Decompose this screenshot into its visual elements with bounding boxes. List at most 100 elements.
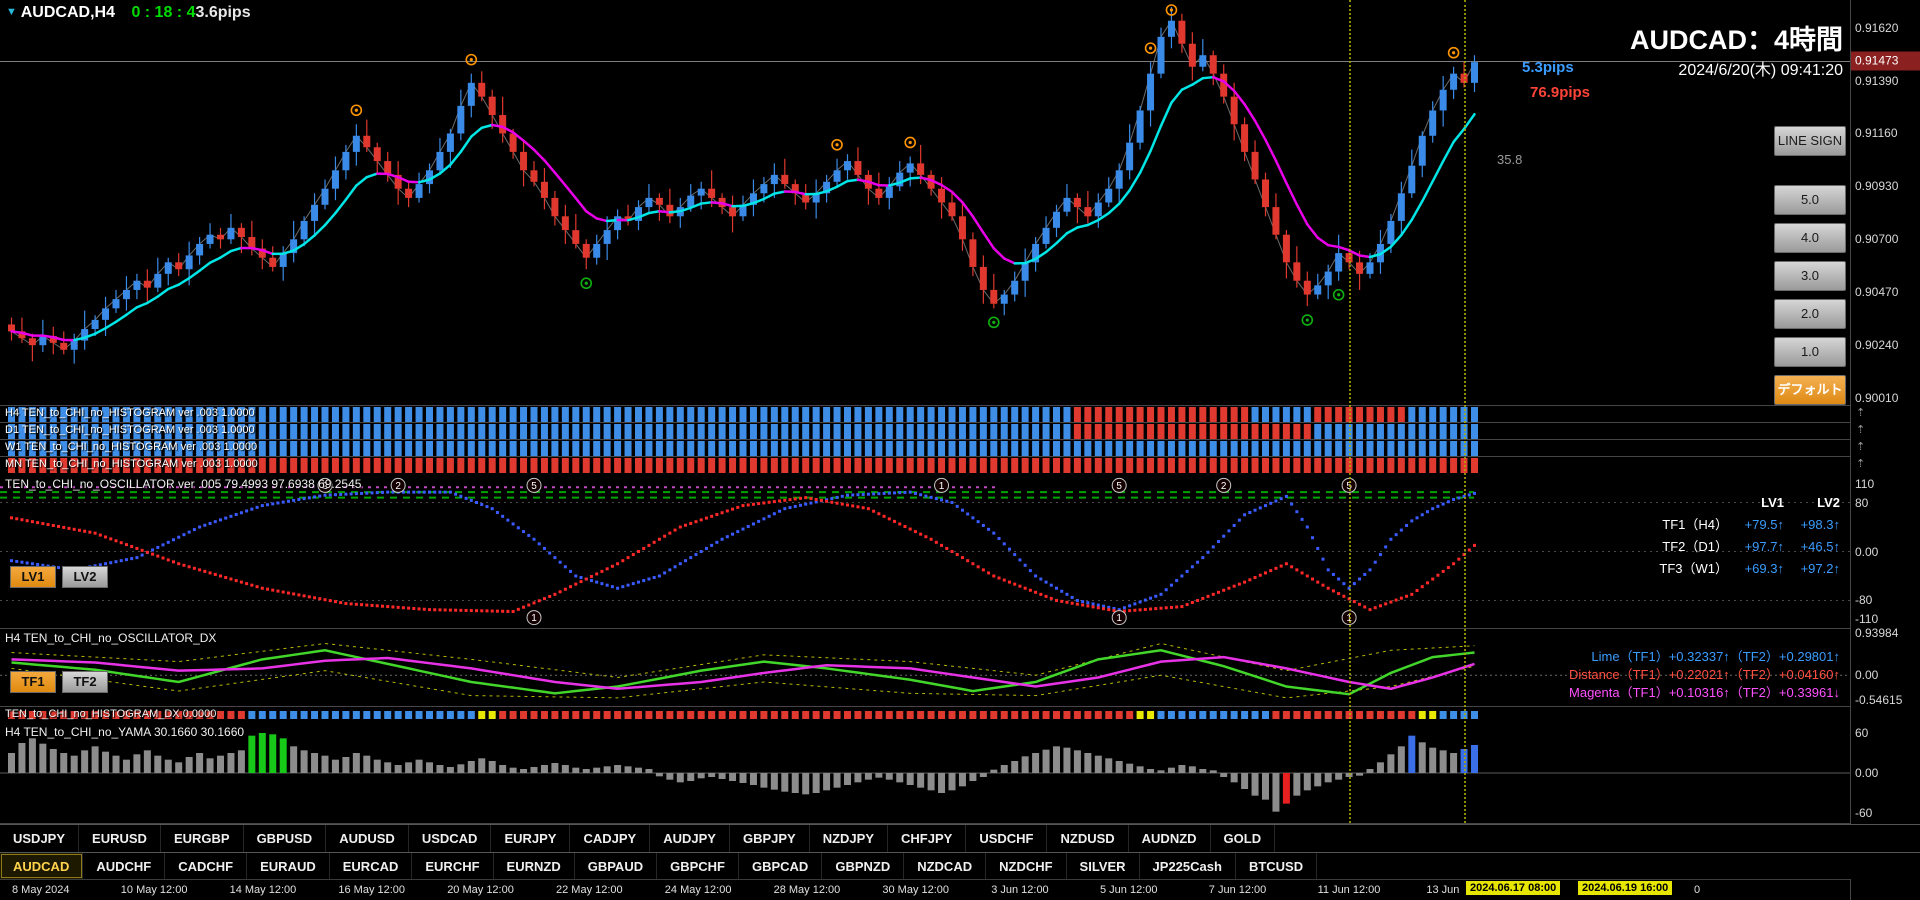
oscillator-axis-label: -110: [1855, 611, 1879, 626]
wave-count-marker: 2: [317, 477, 333, 493]
dx-info: Lime（TF1）+0.32337↑（TF2）+0.29801↑ Distance…: [1569, 648, 1840, 702]
main-price-chart[interactable]: [0, 0, 1850, 406]
time-axis-label: 24 May 12:00: [664, 884, 732, 896]
oscillator-level-row: TF1（H4） +79.5↑ +98.3↑: [1662, 517, 1840, 532]
symbol-tab-gbpnzd[interactable]: GBPNZD: [822, 853, 905, 879]
time-axis-label: 30 May 12:00: [882, 884, 950, 896]
symbol-tab-eurusd[interactable]: EURUSD: [79, 825, 161, 852]
price-axis-label: 0.90700: [1855, 232, 1899, 247]
histogram-dx-strip[interactable]: [0, 707, 1850, 724]
symbol-dropdown-icon[interactable]: ▼: [6, 6, 17, 18]
wave-count-marker: 5: [1111, 477, 1127, 493]
symbol-tab-gbpaud[interactable]: GBPAUD: [575, 853, 658, 879]
symbol-tab-chfjpy[interactable]: CHFJPY: [888, 825, 967, 852]
symbol-tab-row-1: USDJPY EURUSD EURGBP GBPUSD AUDUSD USDCAD EURJ…: [0, 824, 1920, 852]
yama-axis-label: -60: [1855, 806, 1873, 820]
oscillator-panel[interactable]: 2 2 5 1 5 2 51 1 1: [0, 475, 1850, 629]
symbol-tab-usdjpy[interactable]: USDJPY: [0, 825, 80, 852]
sell-signal-icon: [904, 136, 917, 149]
price-axis-label: 0.90240: [1855, 338, 1899, 353]
dx-info-line: Lime（TF1）+0.32337↑（TF2）+0.29801↑: [1591, 649, 1840, 664]
sell-signal-icon: [1165, 4, 1178, 16]
time-axis-label: 8 May 2024: [12, 884, 70, 896]
time-axis-label: 7 Jun 12:00: [1208, 884, 1267, 896]
sell-signal-icon: [350, 104, 363, 117]
time-axis-label: 13 Jun: [1426, 884, 1460, 896]
histogram-strips-panel[interactable]: [0, 406, 1850, 476]
symbol-tab-gbpusd[interactable]: GBPUSD: [244, 825, 327, 852]
symbol-tab-eurjpy[interactable]: EURJPY: [491, 825, 571, 852]
candle-timer: 0 : 18 : 4: [131, 4, 196, 21]
default-button[interactable]: デフォルト: [1774, 375, 1846, 405]
yama-histogram-panel[interactable]: [0, 723, 1850, 824]
chart-datetime: 2024/6/20(木) 09:41:20: [1678, 62, 1843, 79]
line-sign-button[interactable]: LINE SIGN: [1774, 126, 1846, 156]
wave-count-marker: 1: [526, 610, 542, 626]
current-price-badge: 0.91473: [1851, 51, 1920, 71]
yama-axis-label: 60: [1855, 726, 1869, 740]
buy-signal-icon: [1332, 288, 1345, 301]
symbol-tab-audcad[interactable]: AUDCAD: [0, 853, 84, 879]
symbol-tab-audnzd[interactable]: AUDNZD: [1129, 825, 1211, 852]
price-axis-label: 0.90010: [1855, 391, 1899, 406]
price-axis-label: 0.91390: [1855, 73, 1899, 88]
lv1-button[interactable]: LV1: [10, 566, 56, 588]
level-3-button[interactable]: 3.0: [1774, 261, 1846, 291]
symbol-tab-nzdchf[interactable]: NZDCHF: [986, 853, 1067, 879]
lv2-button[interactable]: LV2: [62, 566, 108, 588]
time-axis[interactable]: [0, 879, 1920, 900]
symbol-tab-gbpchf[interactable]: GBPCHF: [657, 853, 739, 879]
symbol-tab-audchf[interactable]: AUDCHF: [83, 853, 166, 879]
svg-text:5: 5: [1116, 481, 1122, 492]
level-5-button[interactable]: 5.0: [1774, 185, 1846, 215]
symbol-tab-audusd[interactable]: AUDUSD: [326, 825, 409, 852]
dx-info-line: Magenta（TF1）+0.10316↑（TF2）+0.33961↓: [1569, 685, 1840, 700]
tf1-button[interactable]: TF1: [10, 671, 56, 693]
time-axis-label: 22 May 12:00: [556, 884, 623, 896]
svg-text:1: 1: [1116, 613, 1122, 624]
time-axis-label: 5 Jun 12:00: [1100, 884, 1158, 896]
symbol-tab-eurcad[interactable]: EURCAD: [330, 853, 413, 879]
oscillator-axis-label: 110: [1855, 477, 1875, 492]
svg-text:1: 1: [531, 613, 537, 624]
vline-time-label-2: 2024.06.19 16:00: [1578, 881, 1673, 895]
svg-text:1: 1: [939, 481, 945, 492]
symbol-tab-silver[interactable]: SILVER: [1067, 853, 1140, 879]
symbol-tab-audjpy[interactable]: AUDJPY: [650, 825, 730, 852]
symbol-tab-nzdcad[interactable]: NZDCAD: [904, 853, 987, 879]
symbol-tab-usdcad[interactable]: USDCAD: [409, 825, 492, 852]
oscillator-levels-table: LV1 LV2 TF1（H4） +79.5↑ +98.3↑ TF2（D1） +97.7↑ +4…: [1650, 492, 1840, 580]
time-axis-label: 28 May 12:00: [773, 884, 841, 896]
symbol-tab-eurgbp[interactable]: EURGBP: [161, 825, 244, 852]
symbol-tab-euraud[interactable]: EURAUD: [247, 853, 330, 879]
oscillator-dx-panel[interactable]: [0, 629, 1850, 707]
time-axis-label: 20 May 12:00: [447, 884, 514, 896]
dx-info-line: Distance（TF1）+0.22021↑（TF2）+0.04160↑: [1569, 667, 1840, 682]
ma-value-label: 35.8: [1497, 152, 1523, 167]
symbol-tab-jp225cash[interactable]: JP225Cash: [1140, 853, 1236, 879]
pips-down-label: 76.9pips: [1530, 84, 1591, 101]
price-axis[interactable]: 0.91620 0.91390 0.91160 0.90930 0.90700 0.904…: [1850, 0, 1920, 900]
strip-arrow-icon: ⇡: [1856, 424, 1866, 436]
symbol-tab-cadchf[interactable]: CADCHF: [165, 853, 248, 879]
time-axis-trailing: 0: [1694, 884, 1701, 896]
spread-label: 3.6pips: [195, 4, 251, 21]
symbol-tab-usdchf[interactable]: USDCHF: [966, 825, 1048, 852]
symbol-tab-nzdusd[interactable]: NZDUSD: [1047, 825, 1129, 852]
indicator-strip-label: H4 TEN_to_CHI_no_HISTOGRAM ver .003 1.00…: [5, 407, 255, 419]
symbol-tab-gbpjpy[interactable]: GBPJPY: [730, 825, 810, 852]
symbol-tab-gold[interactable]: GOLD: [1211, 825, 1276, 852]
symbol-tab-cadjpy[interactable]: CADJPY: [570, 825, 651, 852]
oscillator-level-row: TF3（W1） +69.3↑ +97.2↑: [1659, 561, 1840, 576]
symbol-tab-nzdjpy[interactable]: NZDJPY: [810, 825, 889, 852]
tf2-button[interactable]: TF2: [62, 671, 108, 693]
symbol-tab-btcusd[interactable]: BTCUSD: [1236, 853, 1318, 879]
symbol-tab-gbpcad[interactable]: GBPCAD: [739, 853, 823, 879]
symbol-tab-eurnzd[interactable]: EURNZD: [494, 853, 575, 879]
level-1-button[interactable]: 1.0: [1774, 337, 1846, 367]
sell-signal-icon: [465, 53, 478, 66]
level-4-button[interactable]: 4.0: [1774, 223, 1846, 253]
symbol-tab-eurchf[interactable]: EURCHF: [412, 853, 494, 879]
level-2-button[interactable]: 2.0: [1774, 299, 1846, 329]
buy-signal-icon: [580, 277, 593, 290]
